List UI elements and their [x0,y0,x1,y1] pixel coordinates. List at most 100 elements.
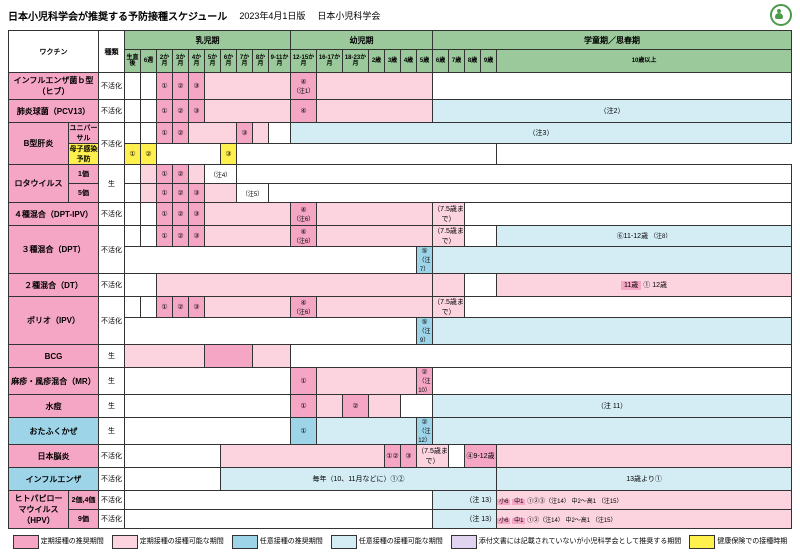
row-hepb-u: B型肝炎 ユニバーサル 不活化 ① ② ③ （注3） [9,123,792,144]
row-je: 日本脳炎 不活化 ①② ③ （7.5歳まで） ④9-12歳 [9,445,792,468]
dose: 13歳より① [497,468,792,491]
type: 不活化 [99,468,125,491]
row-dt: ２種混合（DT） 不活化 11歳 ① 12歳 [9,274,792,297]
dose: ② [173,73,189,100]
dose: ④（注6） [291,203,317,226]
dose: ③ [189,184,205,203]
age: 6週 [141,50,157,73]
age-over10: 10歳以上 [497,50,792,73]
dose: ① [157,123,173,144]
dose: ③ [189,73,205,100]
age: 7か月 [237,50,253,73]
row-dpt: ３種混合（DPT） 不活化 ① ② ③ ④（注6） （7.5歳まで） ⑥11-1… [9,226,792,247]
age: 16-17か月 [317,50,343,73]
row-hpv24: ヒトパピローマウイルス（HPV） 2価,4価 不活化 （注 13） 小6 中1 … [9,491,792,510]
note: （注2） [433,100,792,123]
dose: ② [173,226,189,247]
vac-hpv9: 9価 [69,510,99,529]
row-hib: インフルエンザ菌ｂ型（ヒブ） 不活化 ① ② ③ ④（注1） [9,73,792,100]
dose: ① [291,368,317,395]
type: 生 [99,345,125,368]
dose: ② [141,144,157,165]
dose: ⑥11-12歳 （注8） [497,226,792,247]
vac-flu: インフルエンザ [9,468,99,491]
type: 不活化 [99,226,125,274]
type: 不活化 [99,123,125,165]
vac-var: 水痘 [9,395,99,418]
dose: ③ [237,123,253,144]
dose: ②（注12） [417,418,433,445]
row-pcv: 肺炎球菌（PCV13） 不活化 ① ② ③ ④ （注2） [9,100,792,123]
dose: ③ [221,144,237,165]
title: 日本小児科学会が推奨する予防接種スケジュール [8,8,227,23]
stage-infant: 乳児期 [125,31,291,50]
dose: ①② [385,445,401,468]
note: （7.5歳まで） [433,203,465,226]
type: 不活化 [99,203,125,226]
note: （注 11） [433,395,792,418]
dose: ② [343,395,369,418]
note: （注 13） [433,510,497,529]
note: （7.5歳まで） [417,445,449,468]
dose: ② [173,203,189,226]
dose: ① [157,73,173,100]
row-hpv9: 9価 不活化 （注 13） 小6 中1 ①②（注14） 中2～高1 （注15） [9,510,792,529]
vac-hib: インフルエンザ菌ｂ型（ヒブ） [9,73,99,100]
vac-hpv24: 2価,4価 [69,491,99,510]
vac-bcg: BCG [9,345,99,368]
vac-hepb-m: 母子感染予防 [69,144,99,165]
legend-label: 任意接種の推奨期間 [260,538,323,546]
vac-mr: 麻疹・風疹混合（MR） [9,368,99,395]
age: 9-11か月 [269,50,291,73]
type: 生 [99,418,125,445]
age: 2か月 [157,50,173,73]
legend-swatch [451,535,477,549]
vac-dptipv: ４種混合（DPT-IPV） [9,203,99,226]
row-mumps: おたふくかぜ 生 ① ②（注12） [9,418,792,445]
type: 生 [99,165,125,203]
legend: 定期接種の推奨期間 定期接種の接種可能な期間 任意接種の推奨期間 任意接種の接種… [8,535,792,549]
row-flu: インフルエンザ 不活化 毎年（10、11月などに）①② 13歳より① [9,468,792,491]
vac-pcv: 肺炎球菌（PCV13） [9,100,99,123]
dose: ① [157,165,173,184]
age: 6歳 [433,50,449,73]
type: 生 [99,395,125,418]
dose: ① [157,184,173,203]
dose: ① [157,226,173,247]
dose: ① [157,100,173,123]
row-mr: 麻疹・風疹混合（MR） 生 ① ②（注10） [9,368,792,395]
dose: ① [291,418,317,445]
type: 不活化 [99,73,125,100]
row-ipv: ポリオ（IPV） 不活化 ① ② ③ ④（注6） （7.5歳まで） [9,297,792,318]
type: 生 [99,368,125,395]
age: 12-15か月 [291,50,317,73]
legend-swatch [232,535,258,549]
type: 不活化 [99,297,125,345]
dose: ① [125,144,141,165]
dose: ④（注6） [291,297,317,318]
legend-swatch [112,535,138,549]
age: 7歳 [449,50,465,73]
org: 日本小児科学会 [317,9,380,22]
dose: ② [173,297,189,318]
dose: ② [173,100,189,123]
dose: ②（注10） [417,368,433,395]
version: 2023年4月1日版 [239,9,305,22]
dose: 11歳 ① 12歳 [497,274,792,297]
legend-swatch [331,535,357,549]
vac-rota: ロタウイルス [9,165,69,203]
age: 4歳 [401,50,417,73]
vac-ipv: ポリオ（IPV） [9,297,99,345]
dose: ② [173,123,189,144]
row-dpt-2: ⑤（注7） [9,247,792,274]
type: 不活化 [99,100,125,123]
row-var: 水痘 生 ① ② （注 11） [9,395,792,418]
dose: ② [173,165,189,184]
dose: ③ [189,100,205,123]
row-rota1: ロタウイルス 1価 生 ① ② （注4） [9,165,792,184]
dose: ④ [291,100,317,123]
type: 不活化 [99,274,125,297]
dose: ① [157,297,173,318]
age: 18-23か月 [343,50,369,73]
dose: ④（注6） [291,226,317,247]
